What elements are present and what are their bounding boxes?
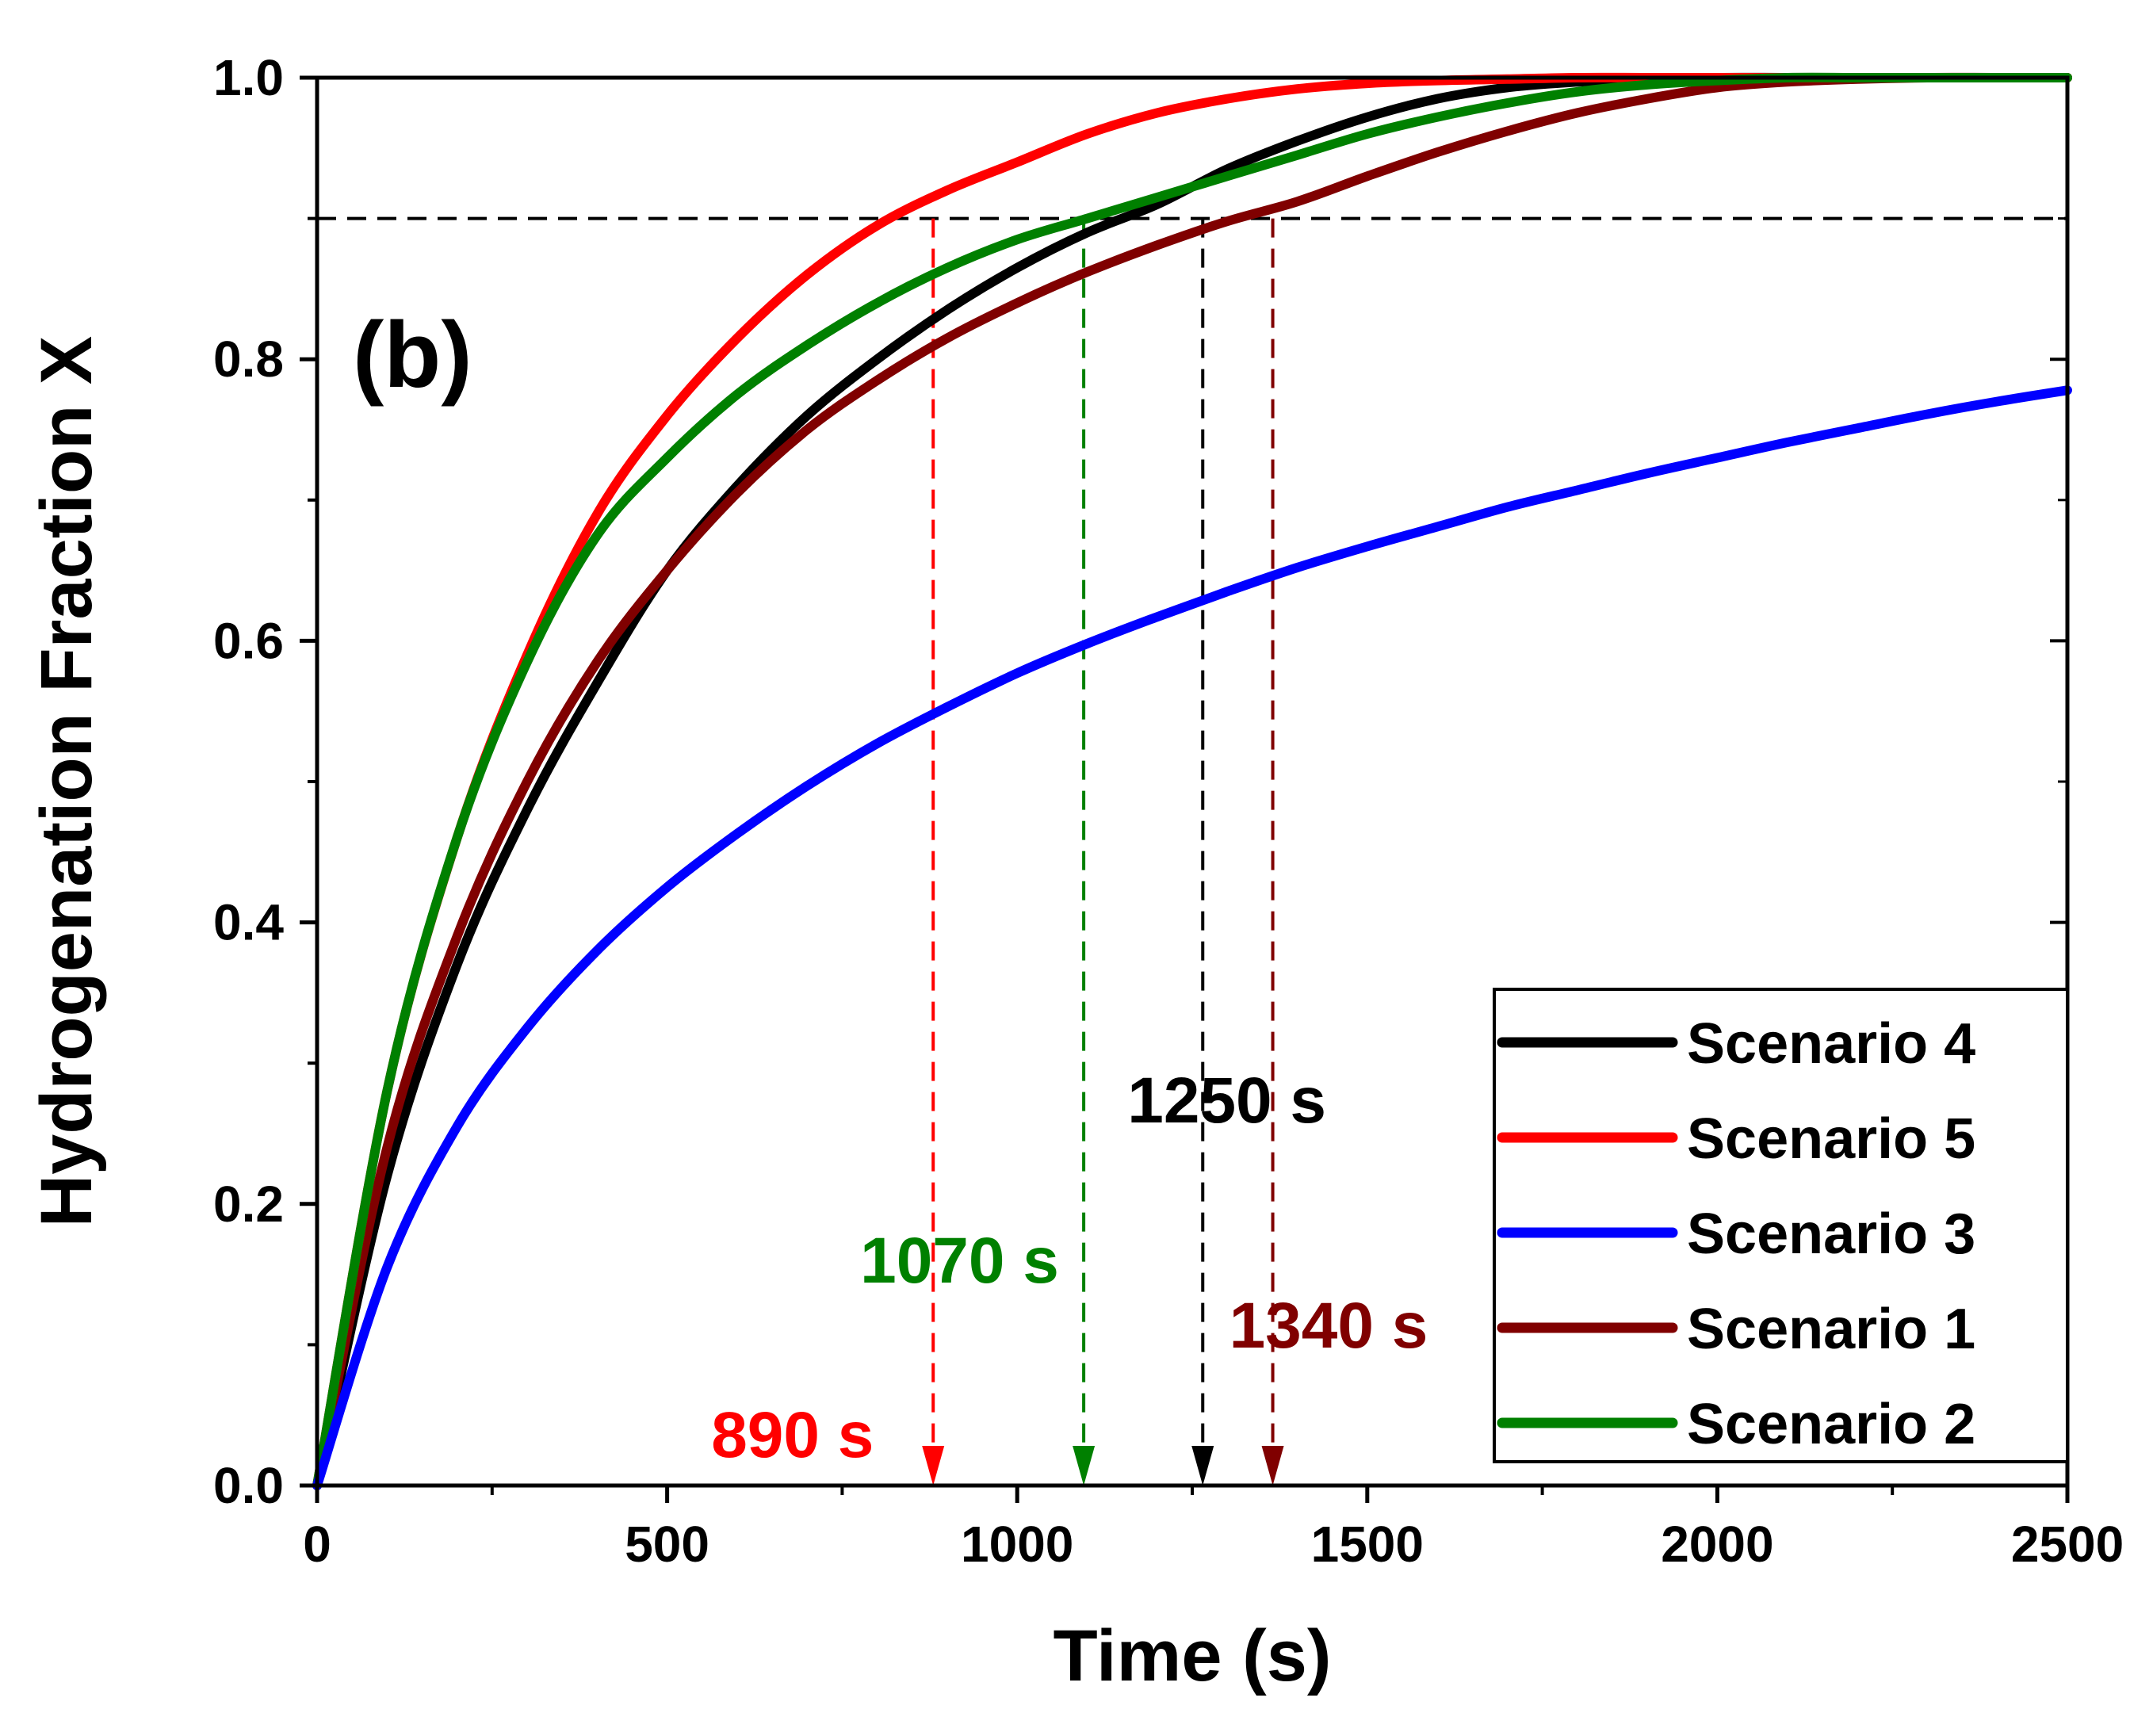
arrowhead-890-s xyxy=(922,1446,945,1486)
annotation-label-1070-s: 1070 s xyxy=(860,1225,1059,1297)
panel-label: (b) xyxy=(353,303,472,407)
legend-label-scenario-2: Scenario 2 xyxy=(1687,1393,1975,1456)
legend-label-scenario-1: Scenario 1 xyxy=(1687,1298,1975,1361)
x-tick-label: 500 xyxy=(625,1516,709,1573)
x-tick-label: 2500 xyxy=(2011,1516,2124,1573)
y-tick-label: 0.2 xyxy=(213,1176,284,1233)
annotation-drop-lines xyxy=(922,218,1284,1486)
annotation-label-1340-s: 1340 s xyxy=(1229,1290,1428,1362)
tick-labels: 0 500 1000 1500 2000 2500 0.0 0.2 0.4 0.6 0.8 1.0 xyxy=(213,49,2124,1573)
arrowhead-1340-s xyxy=(1261,1446,1284,1486)
arrowhead-1070-s xyxy=(1073,1446,1096,1486)
series-line-scenario-1 xyxy=(312,72,2072,1490)
annotation-label-1250-s: 1250 s xyxy=(1127,1065,1326,1137)
y-axis-title: Hydrogenation Fraction X xyxy=(26,336,107,1228)
annotation-labels: 890 s 1070 s 1250 s 1340 s xyxy=(711,1065,1428,1471)
x-tick-label: 0 xyxy=(303,1516,331,1573)
x-tick-label: 1500 xyxy=(1311,1516,1424,1573)
x-tick-label: 1000 xyxy=(961,1516,1073,1573)
y-tick-label: 0.6 xyxy=(213,612,284,669)
legend: Scenario 4 Scenario 5 Scenario 3 Scenario 1… xyxy=(1493,988,2069,1463)
legend-label-scenario-4: Scenario 4 xyxy=(1687,1012,1975,1076)
legend-label-scenario-3: Scenario 3 xyxy=(1687,1203,1975,1266)
y-tick-label: 0.4 xyxy=(213,894,284,951)
y-tick-label: 0.0 xyxy=(213,1457,284,1514)
legend-items: Scenario 4 Scenario 5 Scenario 3 Scenario 1… xyxy=(1497,1012,1975,1456)
plot-frame xyxy=(315,75,2070,1488)
y-tick-label: 1.0 xyxy=(213,49,284,106)
legend-label-scenario-5: Scenario 5 xyxy=(1687,1107,1975,1171)
x-tick-label: 2000 xyxy=(1661,1516,1773,1573)
series-line-scenario-3 xyxy=(312,385,2072,1490)
annotation-label-890-s: 890 s xyxy=(711,1399,874,1471)
x-axis-title: Time (s) xyxy=(1053,1616,1331,1696)
legend-box xyxy=(1493,988,2069,1463)
y-tick-label: 0.8 xyxy=(213,331,284,388)
arrowhead-1250-s xyxy=(1191,1446,1214,1486)
